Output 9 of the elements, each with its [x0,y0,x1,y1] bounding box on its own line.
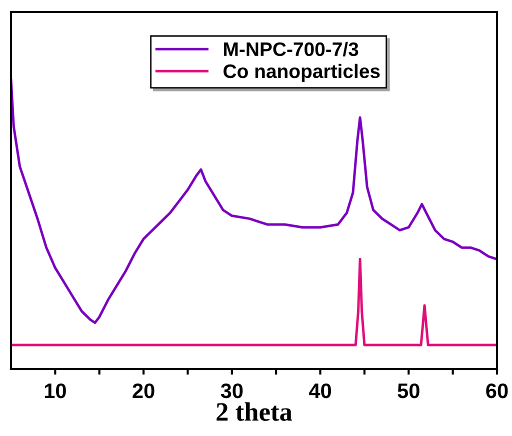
x-tick-label: 40 [309,383,332,398]
legend-label: M-NPC-700-7/3 [224,42,358,56]
x-tick-label: 30 [220,383,243,398]
legend-label: Co nanoparticles [224,64,380,82]
x-tick-label: 10 [44,383,66,398]
x-axis-title: 2 theta [216,402,292,421]
x-tick-label: 20 [132,383,154,398]
x-tick-label: 50 [398,383,420,398]
x-tick-label: 60 [486,383,508,398]
